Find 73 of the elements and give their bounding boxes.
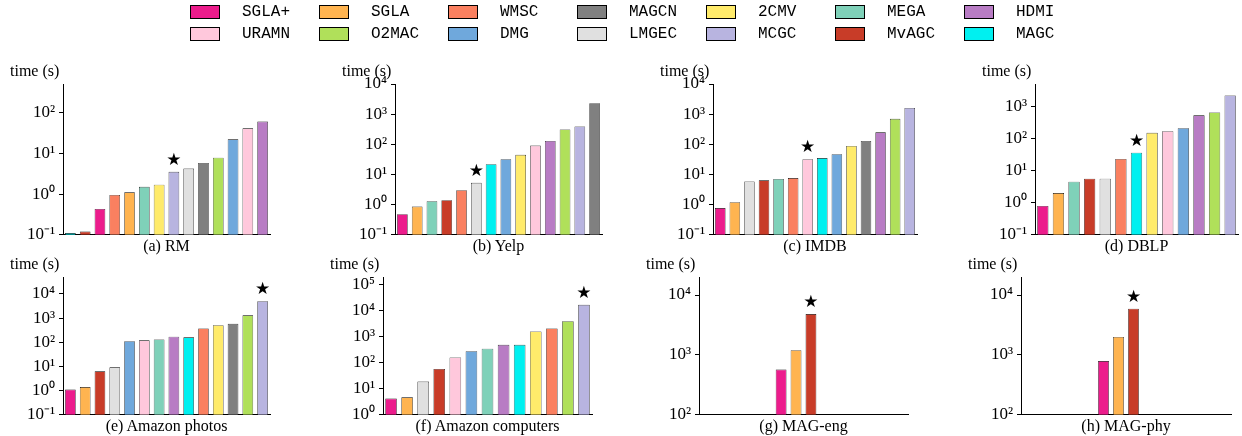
- legend-label: MAGC: [1016, 25, 1055, 43]
- y-tick-label: 10²: [990, 404, 1013, 424]
- y-tick-label: 10³: [682, 103, 705, 123]
- y-tick-label: 10⁴: [32, 283, 56, 303]
- x-axis-title: (g) MAG-eng: [759, 416, 848, 435]
- annotation: ★: [166, 148, 182, 169]
- y-tick-label: 10⁰: [682, 194, 705, 214]
- x-axis-title: (e) Amazon photos: [105, 416, 228, 435]
- x-axis-title: (a) RM: [143, 236, 190, 255]
- y-tick-label: 10⁴: [352, 300, 376, 320]
- annotation: ★: [254, 278, 271, 299]
- y-axis-title: time (s): [10, 255, 60, 273]
- legend-label: 2CMV: [758, 3, 797, 21]
- legend-label: MCGC: [758, 25, 797, 43]
- y-tick-label: 10¹: [1004, 160, 1027, 180]
- y-tick-label: 10²: [668, 404, 691, 424]
- legend-label: MAGCN: [629, 3, 678, 21]
- y-tick-label: 10⁴: [990, 284, 1014, 304]
- y-tick-label: 10³: [990, 344, 1013, 364]
- annotation: ★: [468, 159, 484, 180]
- y-tick-label: 10²: [682, 133, 705, 153]
- annotation: ★: [803, 291, 819, 312]
- legend-label: WMSC: [500, 3, 539, 21]
- annotation: ★: [1128, 129, 1145, 150]
- y-tick-label: 10³: [364, 103, 387, 123]
- legend-label: MEGA: [887, 3, 926, 21]
- y-axis-title: time (s): [968, 255, 1018, 273]
- y-axis-title: time (s): [330, 255, 380, 273]
- y-tick-label: 10¹: [364, 163, 387, 183]
- y-tick-label: 10²: [1004, 127, 1027, 147]
- y-axis-title: time (s): [982, 62, 1032, 80]
- x-axis-title: (d) DBLP: [1104, 236, 1169, 255]
- x-axis-title: (b) Yelp: [472, 236, 525, 255]
- y-tick-label: 10²: [32, 331, 55, 351]
- annotation: ★: [576, 281, 592, 302]
- y-tick-label: 10⁰: [32, 380, 55, 400]
- legend-label: SGLA: [371, 3, 410, 21]
- y-tick-label: 10²: [32, 101, 55, 121]
- y-tick-label: 10³: [32, 307, 55, 327]
- legend-label: DMG: [500, 25, 529, 43]
- legend-label: LMGEC: [629, 25, 678, 43]
- y-tick-label: 10²: [352, 352, 375, 372]
- y-tick-label: 10¹: [32, 142, 55, 162]
- y-tick-label: 10⁵: [352, 274, 376, 294]
- y-tick-label: 10²: [364, 133, 387, 153]
- x-axis-title: (f) Amazon computers: [415, 416, 560, 435]
- y-tick-label: 10⁰: [364, 194, 387, 214]
- annotation: ★: [1125, 285, 1142, 306]
- y-tick-label: 10⁻¹: [26, 224, 55, 244]
- y-axis-title: time (s): [646, 255, 696, 273]
- y-tick-label: 10⁰: [32, 183, 55, 203]
- y-tick-label: 10³: [352, 326, 375, 346]
- legend-label: HDMI: [1016, 3, 1055, 21]
- y-tick-label: 10⁻¹: [26, 404, 55, 424]
- x-axis-title: (h) MAG-phy: [1081, 416, 1171, 435]
- y-tick-label: 10⁻¹: [998, 224, 1027, 244]
- legend-label: URAMN: [242, 25, 291, 43]
- y-tick-label: 10³: [1004, 95, 1027, 115]
- y-tick-label: 10¹: [32, 355, 55, 375]
- y-tick-label: 10¹: [682, 163, 705, 183]
- y-tick-label: 10⁰: [352, 404, 375, 424]
- legend-label: MvAGC: [887, 25, 936, 43]
- y-tick-label: 10³: [668, 344, 691, 364]
- y-tick-label: 10⁻¹: [358, 224, 387, 244]
- legend-label: O2MAC: [371, 25, 420, 43]
- y-tick-label: 10¹: [352, 378, 375, 398]
- y-tick-label: 10⁴: [668, 284, 692, 304]
- x-axis-title: (c) IMDB: [783, 236, 847, 255]
- annotation: ★: [800, 136, 816, 157]
- y-tick-label: 10⁰: [1004, 192, 1027, 212]
- legend-label: SGLA+: [242, 3, 291, 21]
- y-tick-label: 10⁻¹: [676, 224, 705, 244]
- y-axis-title: time (s): [10, 62, 60, 80]
